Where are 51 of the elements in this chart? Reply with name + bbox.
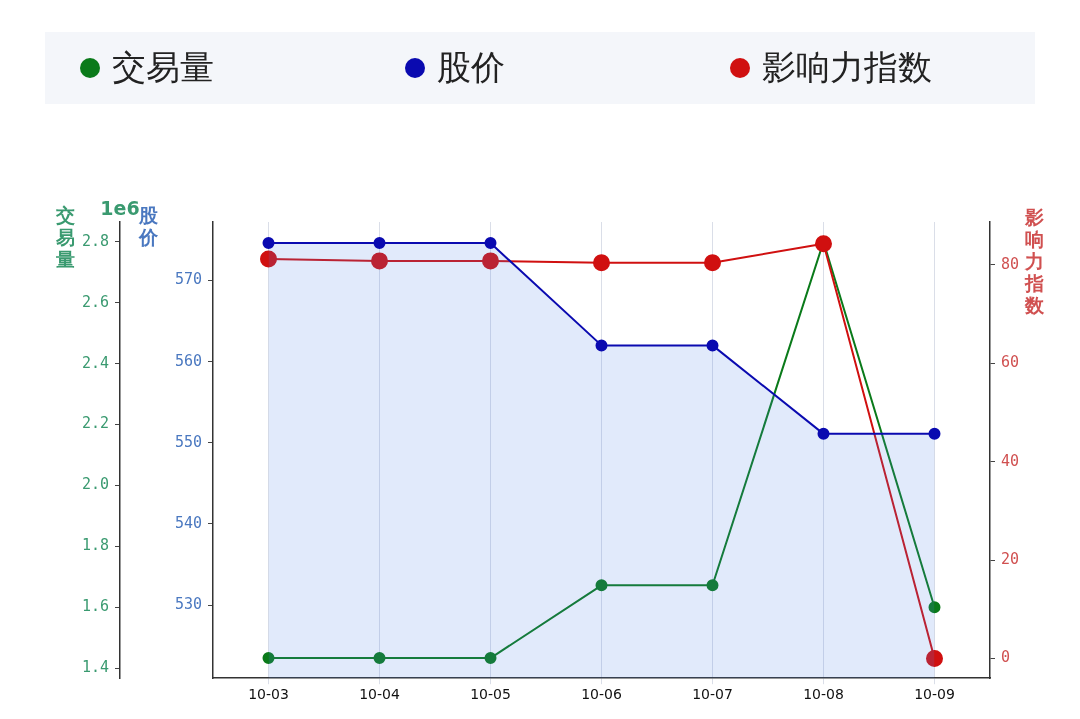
y-tick-label: 2.6 (81, 292, 109, 311)
y2-tick-label: 80 (1001, 254, 1020, 273)
y2-tick-label: 0 (1001, 648, 1011, 667)
y3-tick-label: 570 (174, 270, 202, 289)
y3-tick-label: 560 (174, 351, 202, 370)
y-tick-label: 1.8 (81, 536, 109, 555)
legend-label: 影响力指数 (762, 46, 932, 89)
point (928, 427, 941, 440)
point (926, 650, 943, 668)
point (704, 254, 721, 272)
point (482, 252, 499, 270)
y3-tick-label: 530 (174, 595, 202, 614)
y2-tick-label: 40 (1001, 451, 1020, 470)
point (595, 579, 608, 592)
y-tick-label: 2.8 (81, 231, 109, 250)
x-tick-label: 10-08 (803, 686, 844, 703)
point (706, 579, 719, 592)
point (260, 250, 277, 268)
legend-label: 股价 (437, 46, 505, 89)
x-tick-label: 10-06 (581, 686, 622, 703)
y2-tick-label: 20 (1001, 549, 1020, 568)
point (706, 339, 719, 352)
point (373, 237, 386, 250)
point (815, 235, 832, 253)
point (593, 254, 610, 272)
point (371, 252, 388, 270)
point (817, 427, 830, 440)
y2-axis-title: 影响力指数 (1023, 206, 1045, 317)
point (595, 339, 608, 352)
x-tick-label: 10-03 (248, 686, 289, 703)
point (928, 601, 941, 614)
point (484, 652, 497, 665)
text: 1e6 (100, 197, 140, 220)
y-tick-label: 2.0 (81, 475, 109, 494)
y-tick-label: 1.4 (81, 658, 109, 677)
point (484, 237, 497, 250)
y-axis-title: 交易量 (54, 204, 75, 271)
y-tick-label: 2.2 (81, 414, 109, 433)
x-tick-label: 10-05 (470, 686, 511, 703)
y-tick-label: 1.6 (81, 597, 109, 616)
y3-tick-label: 550 (174, 432, 202, 451)
x-tick-label: 10-07 (692, 686, 733, 703)
x-tick-label: 10-09 (914, 686, 955, 703)
point (373, 652, 386, 665)
y2-tick-label: 60 (1001, 353, 1020, 372)
y-tick-label: 2.4 (81, 353, 109, 372)
point (262, 652, 275, 665)
legend-label: 交易量 (112, 46, 214, 89)
point (262, 237, 275, 250)
x-tick-label: 10-04 (359, 686, 400, 703)
y3-tick-label: 540 (174, 513, 202, 532)
